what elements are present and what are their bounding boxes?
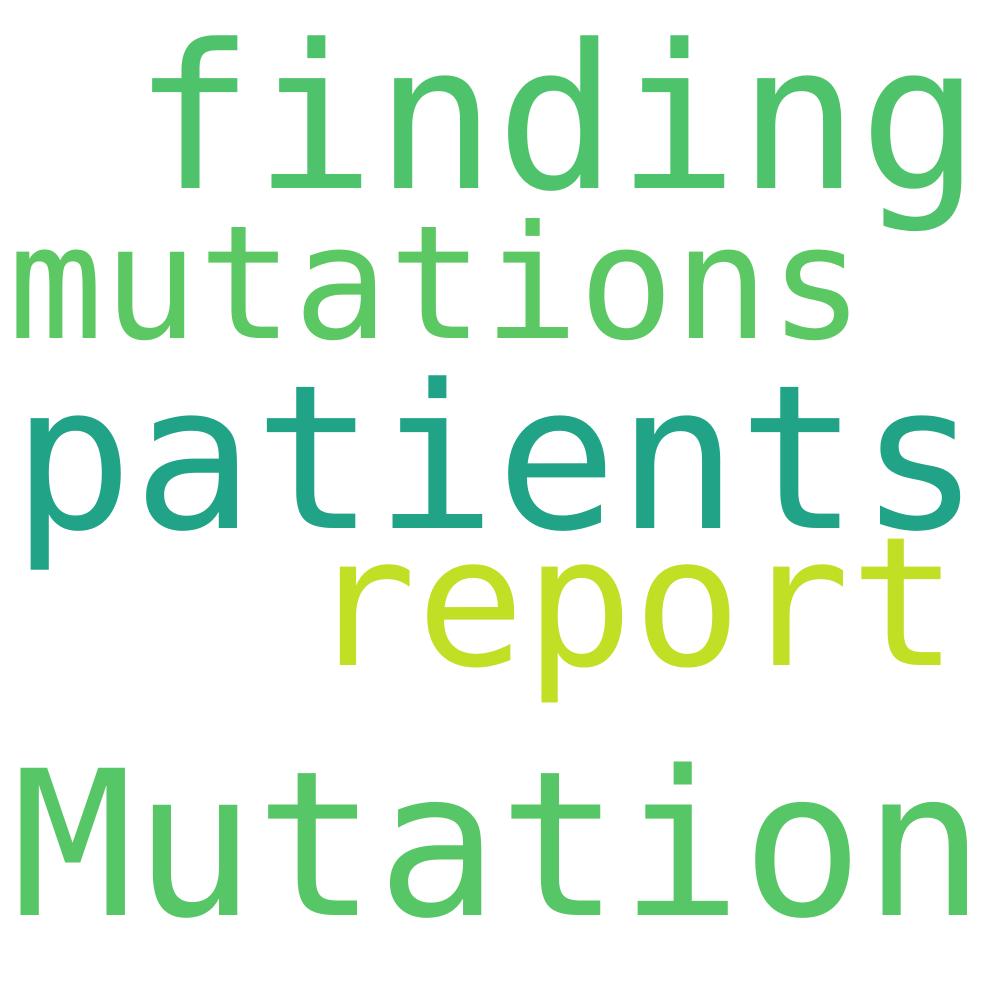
word: Mutation <box>12 727 985 963</box>
word: mutations <box>8 192 864 376</box>
word: finding <box>133 2 980 236</box>
word: patients <box>12 342 980 576</box>
word: report <box>308 499 958 708</box>
